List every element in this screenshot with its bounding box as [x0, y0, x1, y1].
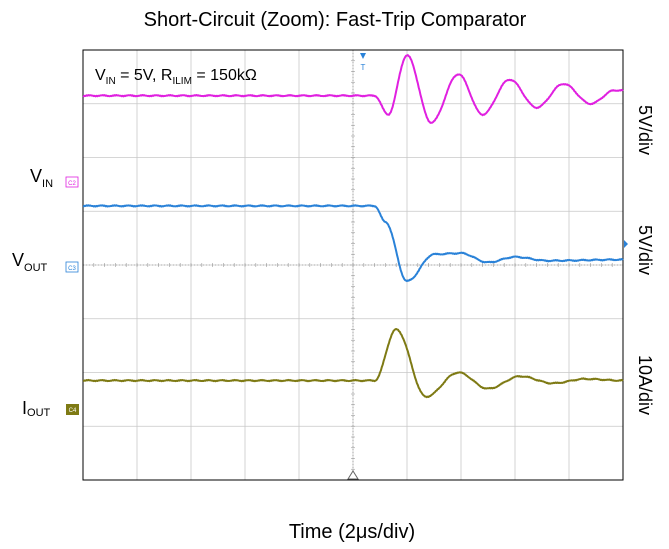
svg-text:C2: C2: [68, 181, 76, 187]
iout-scale-label: 10A/div: [635, 355, 655, 415]
vin-trace: [82, 54, 624, 124]
iout-label: IOUT C4: [22, 398, 79, 419]
svg-text:C3: C3: [68, 266, 76, 272]
vout-scale-label: 5V/div: [635, 225, 655, 275]
vout-trace: [82, 204, 624, 283]
iout-trace: [82, 328, 624, 399]
trigger-marker-top: T: [360, 53, 366, 72]
traces: [82, 54, 624, 399]
conditions-text: VIN = 5V, RILIM = 150kΩ: [95, 67, 257, 87]
svg-text:C4: C4: [69, 408, 77, 414]
level-indicator: [624, 240, 628, 248]
trigger-marker-bottom: [347, 470, 359, 480]
svg-text:VIN: VIN: [30, 166, 53, 190]
plot-frame: [82, 49, 624, 481]
x-axis-label: Time (2μs/div): [289, 521, 415, 543]
vin-scale-label: 5V/div: [635, 105, 655, 155]
svg-text:T: T: [361, 63, 366, 72]
chart-title: Short-Circuit (Zoom): Fast-Trip Comparat…: [144, 9, 527, 31]
vin-label: VIN C2: [30, 166, 79, 190]
vout-label: VOUT C3: [12, 250, 79, 274]
grid: [82, 49, 624, 481]
svg-text:VOUT: VOUT: [12, 250, 48, 274]
svg-text:IOUT: IOUT: [22, 398, 51, 419]
